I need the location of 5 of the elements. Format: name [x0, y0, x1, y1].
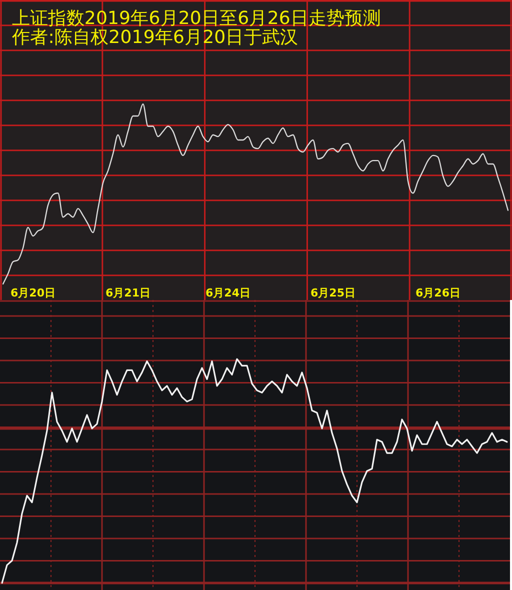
- x-tick-label: 6月26日: [416, 286, 460, 300]
- x-tick-label: 6月24日: [206, 286, 250, 300]
- x-tick-label: 6月20日: [10, 286, 56, 300]
- x-tick-label: 6月25日: [310, 286, 356, 300]
- x-tick-label: 6月21日: [106, 286, 150, 300]
